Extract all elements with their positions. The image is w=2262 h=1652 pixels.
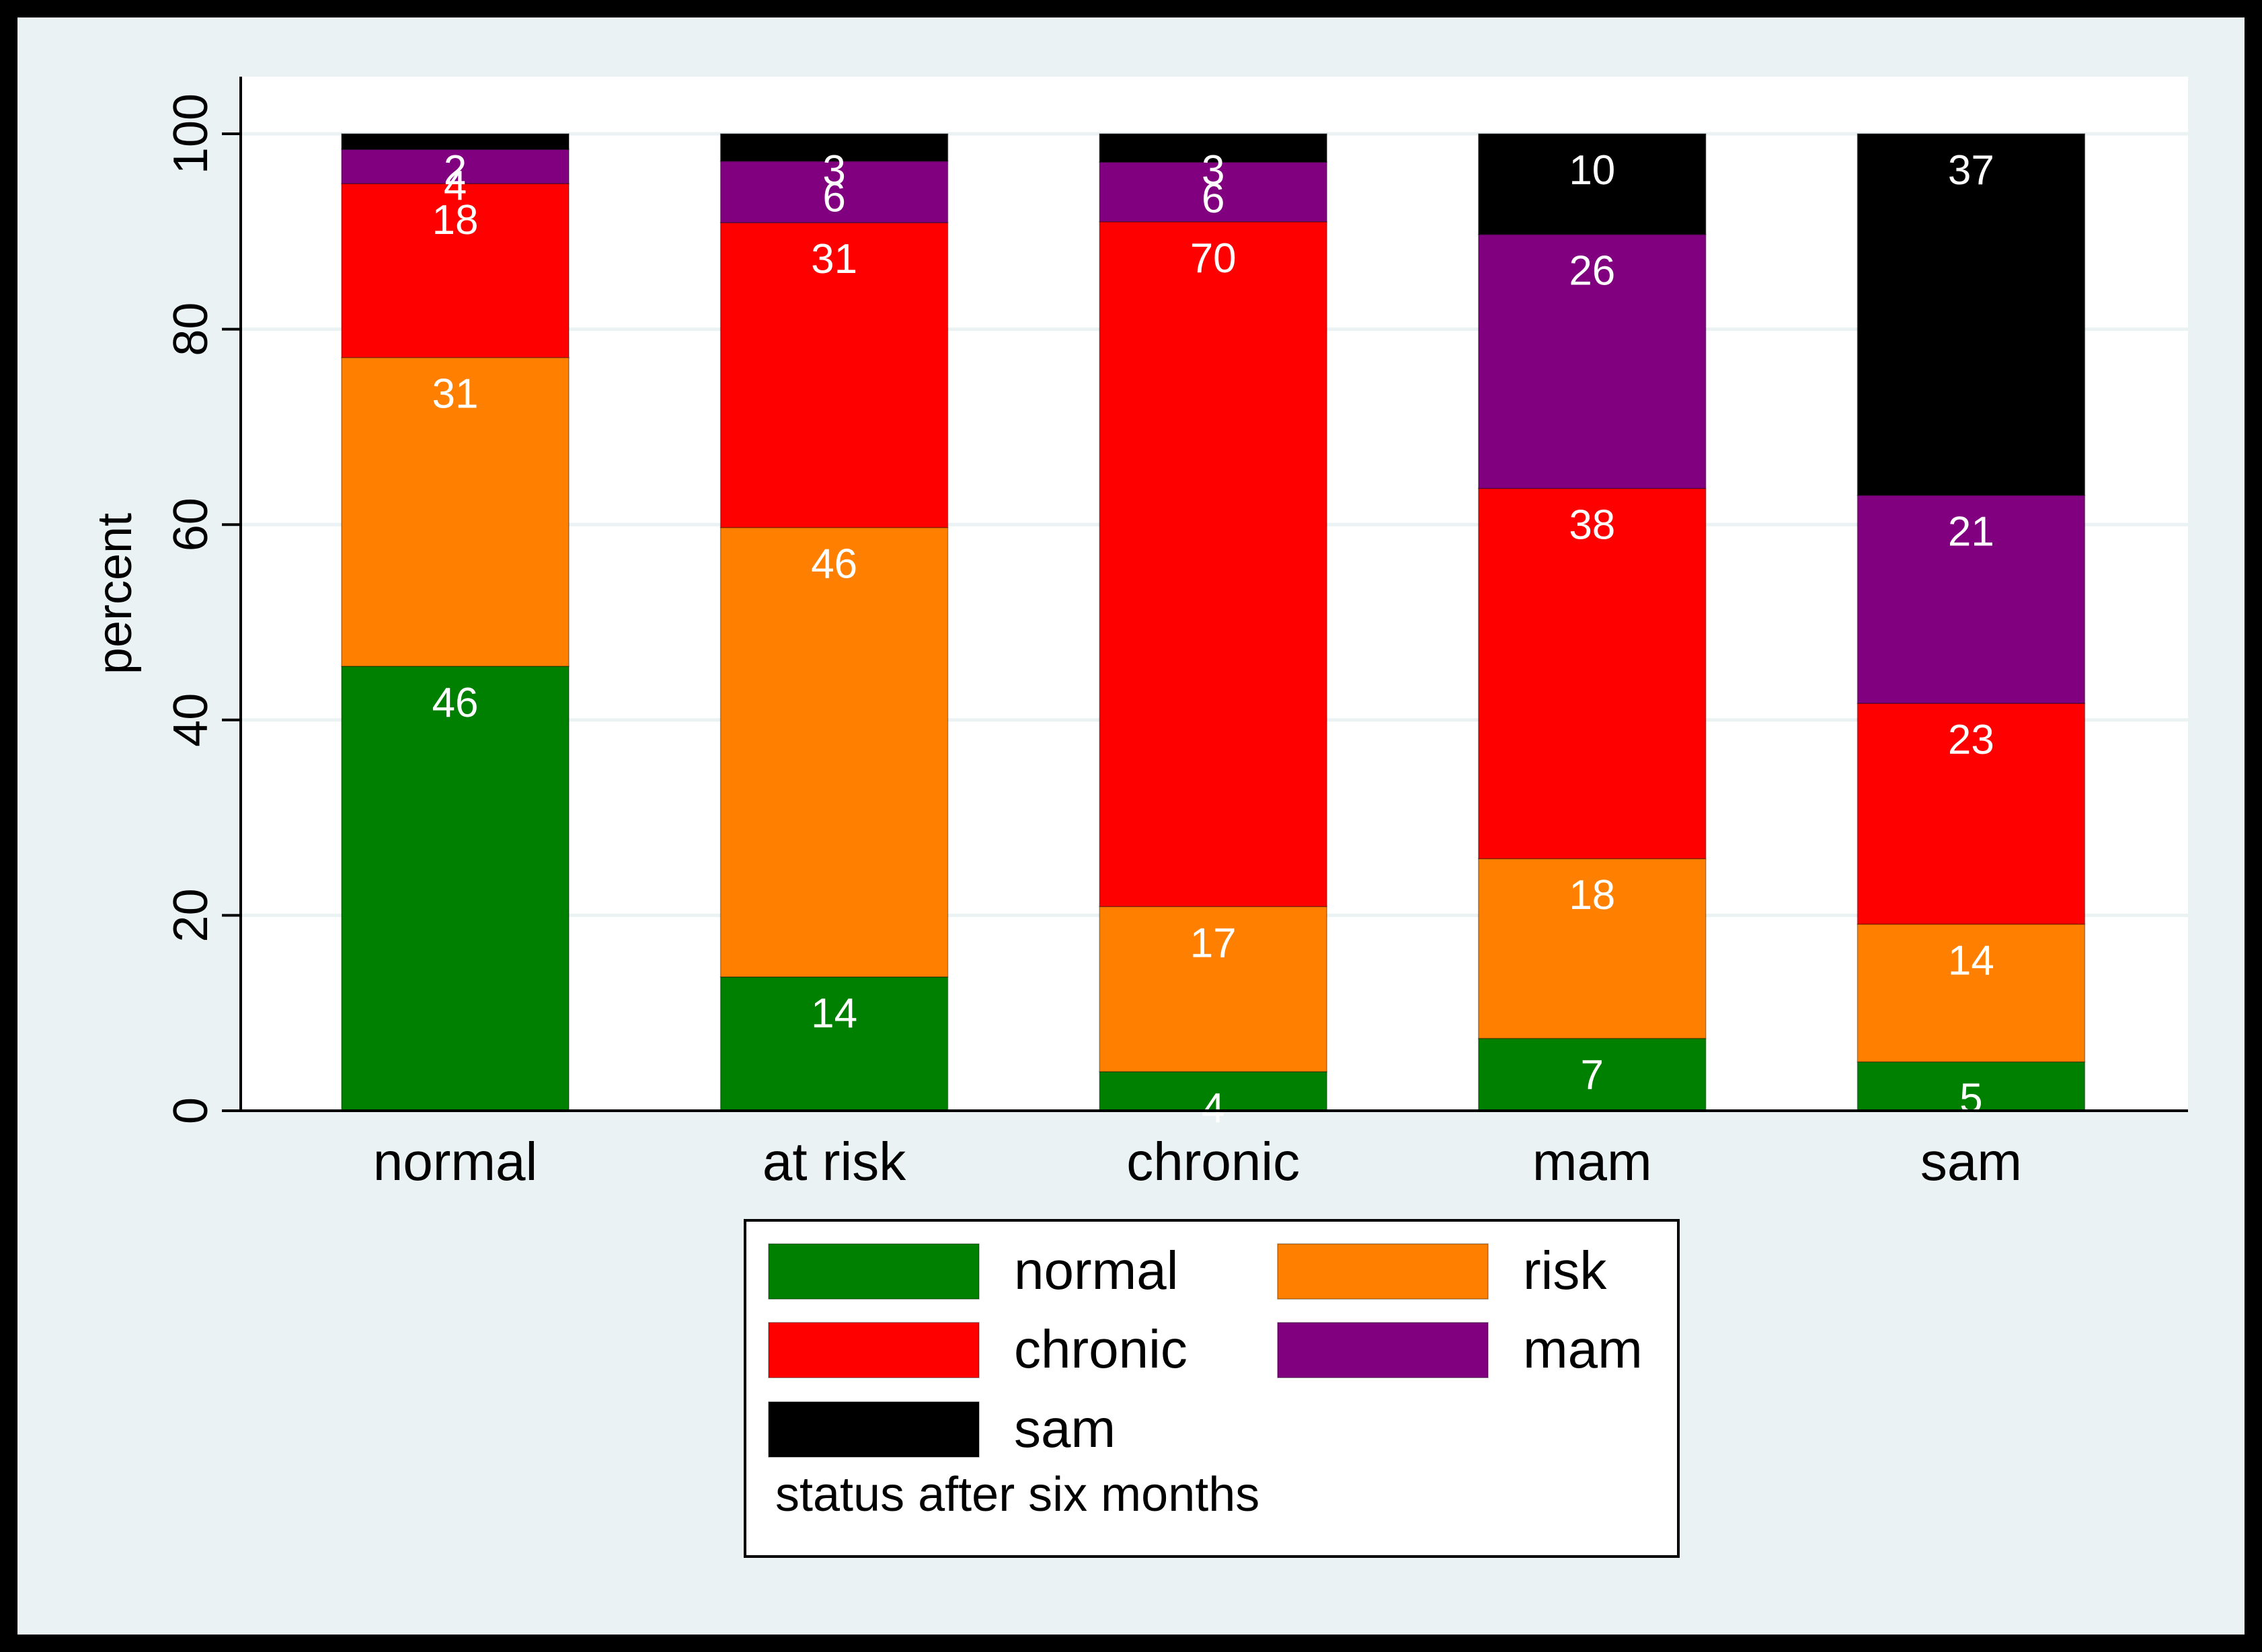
x-tick-label: sam — [1920, 1132, 2022, 1191]
segment-label: 6 — [1202, 175, 1224, 222]
segment-label: 70 — [1190, 235, 1237, 282]
bar-segment-normal-normal — [341, 666, 570, 1111]
segment-label: 31 — [811, 236, 857, 282]
segment-label: 37 — [1948, 147, 1994, 194]
legend-label-risk: risk — [1523, 1241, 1607, 1300]
y-tick-label: 60 — [164, 498, 218, 551]
bar-segment-sam-normal — [341, 133, 570, 150]
bar-segment-mam-chronic — [1099, 161, 1327, 223]
x-tick-label: normal — [373, 1132, 538, 1191]
segment-label: 18 — [1569, 872, 1615, 918]
bar-segment-mam-normal — [341, 149, 570, 184]
segment-label: 5 — [1959, 1075, 1982, 1122]
segment-label: 3 — [822, 147, 845, 194]
legend-label-normal: normal — [1014, 1241, 1179, 1300]
bar-segment-chronic-normal — [341, 183, 570, 358]
segment-label: 21 — [1948, 509, 1994, 555]
bar-segment-chronic-chronic — [1099, 221, 1327, 908]
bar-segment-sam-at-risk — [719, 133, 949, 162]
x-tick-label: at risk — [763, 1132, 906, 1191]
legend: normal risk chronic mam sam status after six… — [744, 1219, 1680, 1558]
x-ticks: normal at risk chronic mam sam — [373, 1132, 2022, 1191]
legend-label-chronic: chronic — [1014, 1319, 1187, 1379]
y-tick-label: 40 — [164, 693, 218, 747]
legend-swatch-risk — [1277, 1243, 1489, 1300]
bar-segment-mam-at-risk — [719, 160, 949, 223]
legend-swatch-mam — [1277, 1322, 1489, 1378]
segment-label: 2 — [444, 147, 467, 194]
segment-label: 26 — [1569, 248, 1615, 294]
segment-label: 3 — [1202, 147, 1224, 194]
bar-segment-sam-mam — [1478, 133, 1707, 235]
legend-swatch-normal — [768, 1243, 980, 1300]
y-tick-label: 80 — [164, 303, 218, 356]
segment-label: 38 — [1569, 502, 1615, 548]
y-axis-label: percent — [88, 513, 142, 674]
x-tick-label: mam — [1532, 1132, 1652, 1191]
legend-label-sam: sam — [1014, 1399, 1116, 1458]
bar-segment-sam-chronic — [1099, 133, 1327, 163]
bar-segment-risk-sam — [1857, 923, 2086, 1063]
segment-label: 46 — [811, 541, 857, 588]
segment-label: 10 — [1569, 147, 1615, 194]
segment-label: 17 — [1190, 920, 1237, 966]
segment-label: 6 — [822, 175, 845, 221]
segment-label: 14 — [1948, 937, 1994, 984]
segment-label: 23 — [1948, 717, 1994, 763]
segment-label: 14 — [811, 990, 857, 1037]
bars — [341, 133, 2086, 1111]
y-tick-label: 100 — [164, 93, 218, 174]
bar-segment-risk-mam — [1478, 858, 1707, 1039]
segment-label: 7 — [1581, 1052, 1604, 1098]
segment-label: 31 — [432, 371, 479, 418]
segment-label: 4 — [1202, 1085, 1224, 1132]
legend-title: status after six months — [775, 1468, 1259, 1522]
segment-label: 46 — [432, 680, 479, 726]
bar-segment-normal-at-risk — [719, 976, 949, 1111]
bar-segment-mam-sam — [1857, 494, 2086, 704]
bar-segment-chronic-sam — [1857, 703, 2086, 925]
legend-entries: normal risk chronic mam sam — [768, 1241, 1643, 1458]
y-tick-label: 20 — [164, 888, 218, 942]
legend-swatch-sam — [768, 1401, 980, 1458]
bar-segment-mam-mam — [1478, 233, 1707, 489]
legend-swatch-chronic — [768, 1322, 980, 1378]
bar-segment-normal-mam — [1478, 1037, 1707, 1111]
y-tick-label: 0 — [164, 1097, 218, 1124]
x-tick-label: chronic — [1126, 1132, 1300, 1191]
segment-label: 4 — [444, 163, 467, 209]
axes — [239, 77, 2188, 1112]
bar-segment-sam-sam — [1857, 133, 2086, 496]
bar-segment-risk-at-risk — [719, 526, 949, 978]
legend-label-mam: mam — [1523, 1319, 1643, 1379]
bar-segment-risk-normal — [341, 356, 570, 667]
bar-segment-chronic-mam — [1478, 487, 1707, 859]
y-ticks: 0 20 40 60 80 100 — [164, 93, 241, 1124]
segment-label: 18 — [432, 197, 479, 243]
segment-labels: 4631184214463163417706371838261051423213… — [432, 147, 1994, 1132]
bar-segment-risk-chronic — [1099, 906, 1327, 1072]
